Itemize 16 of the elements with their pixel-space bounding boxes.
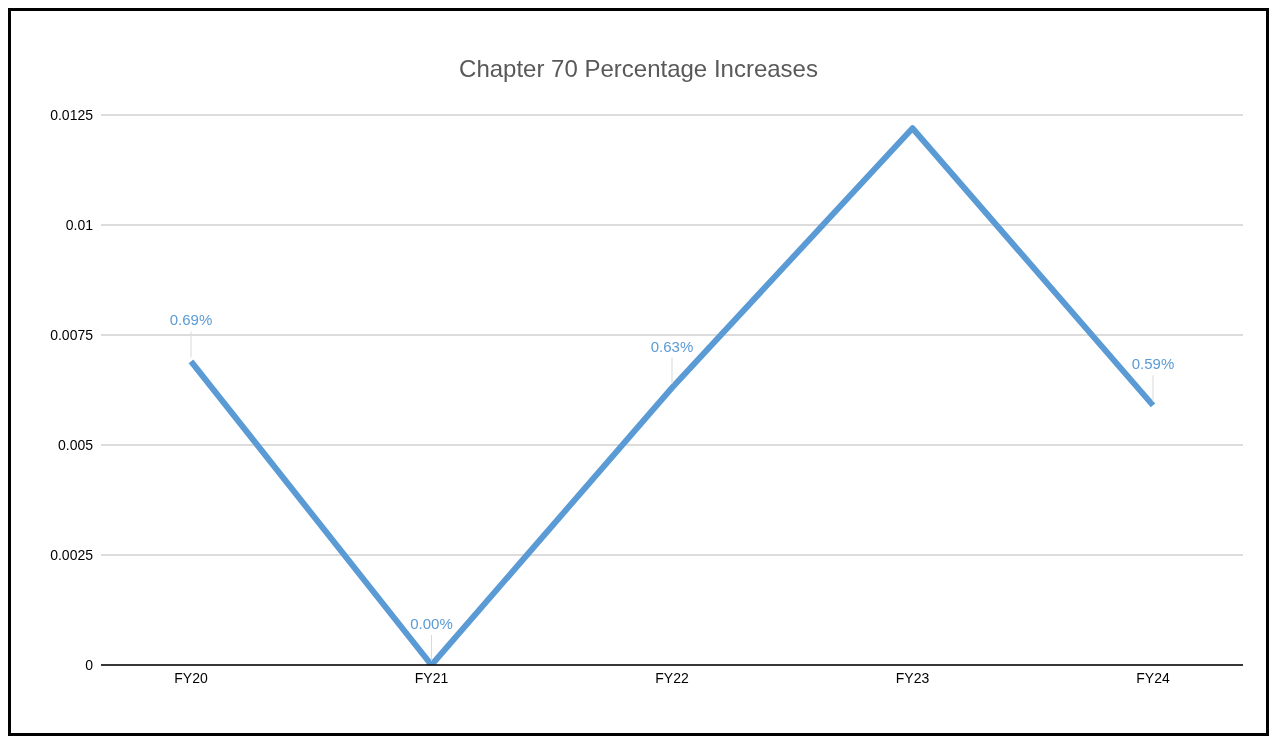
data-label: 0.69%	[169, 311, 213, 329]
data-label: 0.00%	[410, 615, 453, 632]
data-label: 0.59%	[1131, 355, 1175, 373]
data-label: 0.63%	[650, 337, 694, 355]
chart-title: Chapter 70 Percentage Increases	[458, 54, 819, 84]
x-tick-label: FY21	[414, 669, 449, 686]
y-tick-label: 0.005	[57, 436, 94, 453]
x-tick-label: FY22	[655, 669, 689, 686]
y-tick-label: 0.01	[65, 216, 94, 233]
x-tick-label: FY24	[1136, 669, 1170, 686]
y-tick-label: 0.0025	[50, 546, 94, 563]
y-tick-label: 0.0125	[50, 106, 94, 123]
x-tick-label: FY23	[895, 669, 930, 686]
y-tick-label: 0.0075	[50, 326, 94, 343]
x-tick-label: FY20	[174, 669, 208, 686]
y-tick-label: 0	[85, 656, 94, 673]
